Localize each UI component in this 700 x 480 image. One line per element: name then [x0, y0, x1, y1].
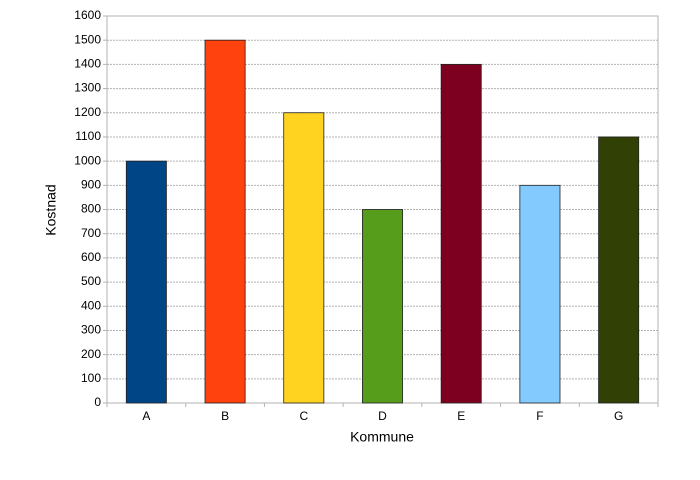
x-tick-label: C [299, 409, 308, 423]
x-tick-label: B [221, 409, 229, 423]
y-tick-label: 1100 [75, 129, 101, 143]
y-tick-label: 500 [81, 274, 101, 288]
y-tick-label: 1300 [74, 81, 101, 95]
x-tick-label: D [378, 409, 387, 423]
y-tick-label: 900 [81, 177, 101, 191]
y-tick-label: 300 [81, 323, 101, 337]
y-tick-label: 700 [81, 226, 101, 240]
bar [125, 160, 167, 404]
x-tick-label: G [614, 409, 623, 423]
x-tick-label: F [536, 409, 543, 423]
x-tick-label: E [457, 409, 465, 423]
y-tick-label: 0 [94, 395, 101, 409]
y-tick-label: 200 [81, 347, 101, 361]
y-tick-label: 1400 [74, 57, 101, 71]
bar [440, 63, 482, 404]
y-tick-label: 800 [81, 202, 101, 216]
y-tick-label: 400 [81, 298, 101, 312]
x-axis-title: Kommune [350, 429, 414, 445]
bar [283, 112, 325, 404]
bar [598, 136, 640, 404]
y-tick-label: 1200 [74, 105, 101, 119]
y-tick-label: 1600 [74, 8, 101, 22]
bar [362, 209, 403, 404]
y-tick-label: 600 [81, 250, 101, 264]
y-tick-label: 1000 [74, 153, 101, 167]
y-tick-label: 100 [81, 371, 101, 385]
bar [204, 39, 246, 404]
bar [519, 184, 561, 404]
y-axis-title: Kostnad [43, 184, 59, 235]
y-tick-label: 1500 [74, 32, 101, 46]
x-tick-label: A [142, 409, 150, 423]
